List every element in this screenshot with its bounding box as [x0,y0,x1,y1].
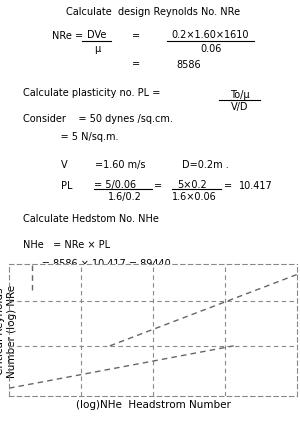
Text: =: = [132,31,140,41]
Text: = 5 N/sq.m.: = 5 N/sq.m. [23,132,119,141]
Text: = 5/0.06: = 5/0.06 [94,179,136,190]
Text: 0.06: 0.06 [200,43,221,53]
Text: =: = [132,59,140,69]
Text: Calculate plasticity no. PL =: Calculate plasticity no. PL = [23,87,161,98]
Text: To/μ: To/μ [230,90,249,100]
Text: PL: PL [61,181,72,190]
Text: 1.6×0.06: 1.6×0.06 [172,192,217,201]
Y-axis label: Critical Reynolds
Number (log) NRe: Critical Reynolds Number (log) NRe [0,284,17,377]
Text: V/D: V/D [231,102,248,112]
Text: = 8586 × 10.417 = 89440: = 8586 × 10.417 = 89440 [23,259,171,268]
Text: =: = [154,181,163,190]
Text: Calculate Hedstom No. NHe: Calculate Hedstom No. NHe [23,214,159,224]
Text: =: = [224,181,232,190]
Text: Calculate  design Reynolds No. NRe: Calculate design Reynolds No. NRe [66,7,240,17]
Text: 1.6/0.2: 1.6/0.2 [108,192,142,201]
Text: μ: μ [94,43,100,53]
Text: NRe =: NRe = [52,31,83,41]
Text: D=0.2m .: D=0.2m . [182,160,229,170]
Text: 5×0.2: 5×0.2 [178,179,207,190]
Text: Consider    = 50 dynes /sq.cm.: Consider = 50 dynes /sq.cm. [23,113,173,123]
Text: DVe: DVe [87,30,106,40]
Text: =1.60 m/s: =1.60 m/s [95,160,146,170]
Text: 10.417: 10.417 [239,181,273,190]
Text: V: V [61,160,68,170]
Text: NHe   = NRe × PL: NHe = NRe × PL [23,239,110,249]
Text: 0.2×1.60×1610: 0.2×1.60×1610 [172,30,249,40]
Text: 8586: 8586 [176,59,201,69]
X-axis label: (log)NHe  Headstrom Number: (log)NHe Headstrom Number [76,399,230,409]
